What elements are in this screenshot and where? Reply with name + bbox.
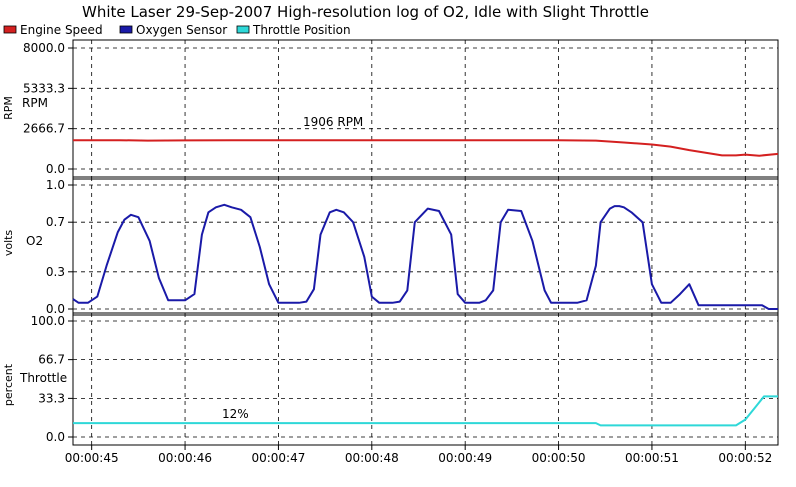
y-tick-label: 1.0 [46,178,65,192]
y-tick-label: 0.0 [46,430,65,444]
y-tick-label: 0.7 [46,215,65,229]
series-line-oxygen-sensor [72,203,778,310]
x-tick-label: 00:00:45 [65,451,119,465]
annotation: 1906 RPM [303,115,363,129]
panel-frame [72,39,779,178]
y-unit-label: RPM [2,96,15,120]
y-tick-label: 66.7 [38,353,65,367]
panel-frame [72,176,779,314]
legend-swatch-0 [3,25,17,34]
legend-label-0: Engine Speed [20,23,103,37]
series-line-engine-speed [73,139,779,157]
y-tick-label: 33.3 [38,391,65,405]
legend-label-1: Oxygen Sensor [136,23,227,37]
legend-swatch-1 [119,25,133,34]
x-tick-label: 00:00:51 [625,451,679,465]
y-tick-label: 8000.0 [23,41,65,55]
y-unit-label: percent [2,363,15,406]
y-tick-label: 100.0 [31,314,65,328]
y-tick-label: 5333.3 [23,81,65,95]
panel-label: RPM [22,96,48,110]
x-tick-label: 00:00:46 [158,451,212,465]
y-unit-label: volts [2,230,15,257]
panel-0: 0.0 2666.7 5333.3 8000.0 RPM RPM 1906 RPM [2,39,779,178]
series-line-throttle-position [73,395,778,427]
x-tick-label: 00:00:48 [345,451,399,465]
x-tick-label: 00:00:47 [251,451,305,465]
x-axis: 00:00:45 00:00:46 00:00:47 00:00:48 00:00:49… [65,445,772,465]
y-tick-label: 0.0 [46,162,65,176]
annotation: 12% [222,407,249,421]
x-tick-label: 00:00:49 [438,451,492,465]
panel-1: 0.0 0.3 0.7 1.0 volts O2 [2,176,779,316]
panel-label: Throttle [19,371,67,385]
y-tick-label: 0.3 [46,265,65,279]
x-tick-label: 00:00:52 [718,451,772,465]
panel-2: 0.0 33.3 66.7 100.0 percent Throttle 12% [2,312,779,446]
y-tick-label: 0.0 [46,302,65,316]
x-tick-label: 00:00:50 [532,451,586,465]
legend-label-2: Throttle Position [252,23,351,37]
panel-frame [72,312,779,446]
legend: Engine Speed Oxygen Sensor Throttle Positi… [3,23,351,37]
y-tick-label: 2666.7 [23,122,65,136]
panel-label: O2 [26,234,43,248]
chart-title: White Laser 29-Sep-2007 High-resolution … [82,3,649,21]
legend-swatch-2 [236,25,250,34]
